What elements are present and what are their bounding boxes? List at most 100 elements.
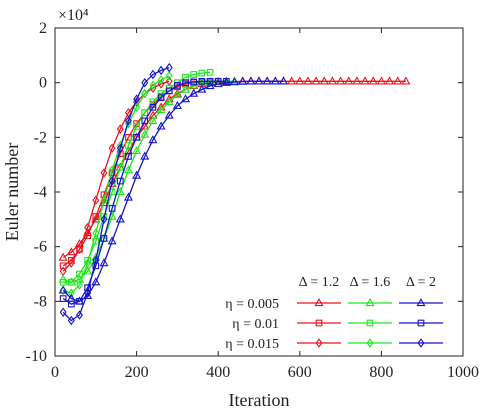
y-tick-label: 2 (39, 20, 47, 37)
data-point (149, 103, 157, 111)
series-line (62, 80, 170, 272)
data-point (393, 76, 403, 85)
data-point (59, 295, 67, 302)
data-point (182, 79, 189, 87)
legend-marker (416, 298, 426, 307)
data-point (58, 252, 68, 261)
data-point (368, 76, 378, 85)
legend-marker (315, 319, 323, 327)
series-delta-2-eta-0.015 (59, 62, 173, 326)
data-point (157, 79, 165, 89)
legend-marker (365, 298, 375, 307)
data-point (92, 228, 100, 238)
data-point (124, 116, 132, 126)
data-point (115, 214, 125, 223)
data-point (360, 76, 370, 85)
data-point (67, 258, 75, 268)
data-point (229, 77, 240, 86)
data-point (100, 214, 108, 225)
data-point (270, 76, 280, 85)
data-point (165, 71, 173, 81)
legend: Δ = 1.2 Δ = 1.6 Δ = 2 η = 0.005 η = 0.01 η = … (225, 275, 443, 352)
data-point (116, 124, 124, 134)
data-point (107, 236, 117, 245)
data-point (149, 80, 157, 91)
data-point (100, 168, 108, 178)
legend-marker (417, 338, 425, 348)
x-tick-label: 0 (51, 364, 59, 381)
data-point (189, 88, 199, 97)
data-point (108, 143, 116, 153)
data-point (84, 288, 92, 298)
data-point (92, 262, 100, 270)
x-tick-label: 400 (206, 364, 230, 381)
data-point (303, 76, 313, 85)
data-point (66, 247, 76, 256)
data-point (287, 76, 297, 85)
data-point (165, 62, 173, 73)
series-line (62, 80, 284, 303)
data-point (157, 75, 165, 85)
data-point (125, 142, 132, 149)
y-tick-label: -4 (34, 184, 47, 201)
legend-marker (417, 319, 425, 327)
data-point (91, 277, 101, 286)
data-point (75, 244, 83, 255)
data-point (100, 191, 108, 199)
data-point (344, 76, 354, 85)
data-point (92, 213, 100, 220)
data-point (108, 205, 116, 212)
data-point (262, 76, 272, 85)
data-point (84, 222, 92, 233)
data-point (91, 214, 101, 223)
data-point (165, 87, 173, 95)
data-point (238, 76, 248, 85)
legend-row-label: η = 0.005 (225, 297, 279, 312)
data-point (133, 133, 140, 141)
data-point (190, 71, 198, 78)
x-tick-label: 200 (125, 364, 149, 381)
data-point (148, 135, 158, 144)
data-point (181, 94, 191, 103)
data-point (100, 195, 108, 205)
data-point (157, 90, 165, 97)
data-point (67, 315, 75, 326)
data-point (141, 117, 149, 125)
data-point (67, 288, 75, 298)
data-point (84, 258, 92, 268)
y-axis-title: Euler number (2, 143, 22, 241)
data-point (75, 280, 83, 290)
data-point (164, 110, 174, 119)
data-point (132, 170, 142, 179)
y-tick-label: -8 (34, 293, 47, 310)
data-point (157, 94, 165, 102)
data-point (172, 88, 182, 97)
data-point (92, 195, 100, 205)
data-point (125, 153, 132, 160)
data-point (205, 81, 215, 90)
series-line (63, 71, 211, 283)
data-point (59, 262, 67, 270)
legend-marker (315, 338, 323, 348)
data-point (311, 76, 321, 85)
data-point (206, 77, 214, 85)
data-point (116, 177, 124, 185)
legend-marker (314, 298, 324, 307)
series-layer (58, 62, 411, 326)
data-point (172, 100, 182, 110)
data-point (92, 255, 100, 266)
data-point (59, 278, 67, 286)
data-point (198, 77, 206, 85)
data-point (174, 82, 181, 89)
data-point (221, 77, 231, 86)
legend-marker (366, 319, 374, 327)
data-point (100, 235, 108, 242)
legend-column-header: Δ = 1.6 (350, 275, 391, 290)
data-point (319, 76, 329, 85)
data-point (133, 102, 141, 112)
data-point (115, 187, 125, 196)
x-tick-label: 800 (369, 364, 393, 381)
data-point (140, 129, 150, 138)
legend-row-label: η = 0.01 (232, 317, 279, 332)
